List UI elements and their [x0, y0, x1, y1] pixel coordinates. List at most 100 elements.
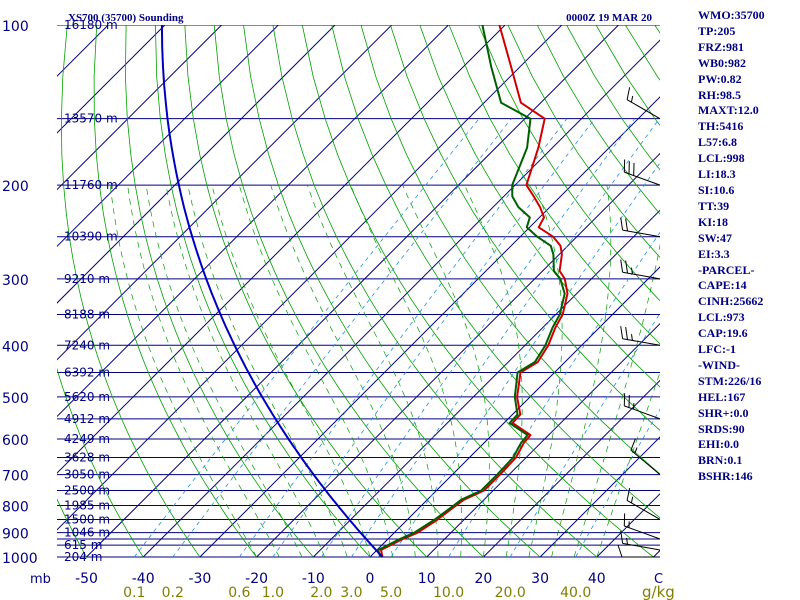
sounding-index-item: SI:10.6 — [698, 182, 735, 197]
moist-adiabat — [127, 185, 280, 558]
sounding-index-item: FRZ:981 — [698, 39, 744, 54]
wind-barb — [623, 159, 661, 186]
pressure-tick-label: 900 — [2, 527, 29, 543]
sounding-index-item: -WIND- — [698, 357, 740, 372]
isotherm — [57, 25, 563, 531]
sounding-index-item: TH:5416 — [698, 119, 744, 134]
moist-adiabat — [596, 371, 660, 558]
temperature-tick-label: -40 — [132, 571, 155, 587]
sounding-index-item: HEL:167 — [698, 389, 746, 404]
moist-adiabat — [238, 185, 394, 558]
sounding-index-item: CAP:19.6 — [698, 326, 748, 341]
isotherm — [539, 436, 660, 558]
height-label: 615 m — [64, 538, 102, 552]
dry-adiabat — [331, 25, 660, 519]
dry-adiabat — [507, 25, 660, 259]
temperature-tick-label: 30 — [531, 571, 549, 587]
sounding-index-item: EHI:0.0 — [698, 437, 740, 452]
isotherm — [142, 39, 660, 558]
chart-date: 0000Z 19 MAR 20 — [566, 12, 652, 24]
pressure-tick-label: 400 — [2, 339, 29, 355]
sounding-index-item: L57:6.8 — [698, 135, 737, 150]
moist-adiabat — [211, 185, 371, 558]
dry-adiabat — [213, 25, 484, 558]
wind-barb — [630, 438, 661, 475]
isotherm — [57, 25, 222, 191]
moist-adiabat — [306, 184, 439, 557]
height-label: 7240 m — [64, 338, 110, 352]
sounding-index-item: TP:205 — [698, 23, 736, 38]
mixing-ratio-tick-label: 0.1 — [123, 585, 145, 600]
dry-adiabat — [272, 25, 598, 558]
isotherm — [426, 322, 660, 558]
height-label: 3050 m — [64, 468, 110, 482]
chart-title: XS700 (35700) Sounding — [68, 12, 184, 24]
dry-adiabat — [360, 25, 660, 475]
height-label: 4912 m — [64, 412, 110, 426]
sounding-index-item: LI:18.3 — [698, 167, 736, 182]
pressure-tick-label: 700 — [2, 469, 29, 485]
grid-lines — [57, 25, 660, 558]
height-label: 204 m — [64, 550, 102, 564]
mixing-ratio-line — [509, 312, 660, 558]
dry-adiabat — [57, 367, 144, 558]
sounding-index-item: CAPE:14 — [698, 278, 747, 293]
sounding-index-item: KI:18 — [698, 214, 728, 229]
temperature-tick-label: 0 — [366, 571, 375, 587]
mixing-ratio-tick-label: 0.6 — [228, 585, 250, 600]
sounding-index-item: SRDS:90 — [698, 421, 745, 436]
height-label: 2500 m — [64, 484, 110, 498]
dry-adiabat — [243, 25, 541, 558]
mixing-ratio-tick-label: 3.0 — [340, 585, 362, 600]
dry-adiabat — [93, 25, 257, 558]
dry-adiabat — [301, 25, 654, 558]
height-label: 4249 m — [64, 432, 110, 446]
sounding-index-item: LCL:973 — [698, 310, 745, 325]
moist-adiabat — [402, 184, 490, 558]
sounding-index-item: PW:0.82 — [698, 71, 742, 86]
dry-adiabat — [184, 25, 427, 558]
isotherm — [57, 25, 393, 361]
pressure-tick-label: 600 — [2, 433, 29, 449]
moist-adiabat — [145, 185, 303, 558]
isotherm — [256, 152, 660, 558]
height-label: 11760 m — [64, 178, 118, 192]
dry-adiabat — [155, 25, 371, 558]
height-label: 6392 m — [64, 366, 110, 380]
moist-adiabat — [270, 184, 416, 558]
height-label: 13570 m — [64, 112, 118, 126]
sounding-index-item: BSHR:146 — [698, 469, 753, 484]
temperature-tick-label: 20 — [474, 571, 492, 587]
sounding-index-item: SHR+:0.0 — [698, 405, 749, 420]
mixing-ratio-tick-label: 5.0 — [380, 585, 402, 600]
wind-barb — [620, 326, 661, 346]
moist-adiabat — [551, 185, 612, 558]
mixing-ratio-tick-label: 20.0 — [495, 585, 526, 600]
height-label: 3628 m — [64, 450, 110, 464]
height-label: 8188 m — [64, 307, 110, 321]
moist-adiabat — [187, 185, 348, 558]
wind-barb — [617, 544, 660, 558]
moist-adiabat — [573, 243, 660, 558]
dry-adiabat — [448, 25, 660, 345]
dry-adiabat — [57, 498, 87, 558]
sounding-index-item: WB0:982 — [698, 55, 746, 70]
height-label: 1500 m — [64, 512, 110, 526]
sounding-index-item: BRN:0.1 — [698, 453, 743, 468]
parcel-path — [160, 25, 384, 558]
sounding-index-item: RH:98.5 — [698, 87, 741, 102]
mixing-ratio-line — [133, 118, 480, 558]
mixing-ratio-line — [172, 118, 512, 558]
sounding-index-item: -PARCEL- — [698, 262, 755, 277]
isotherm — [312, 209, 660, 558]
dry-adiabat — [390, 25, 660, 431]
dry-adiabat — [419, 25, 660, 388]
sounding-index-item: TT:39 — [698, 198, 730, 213]
temperature-tick-label: 10 — [418, 571, 436, 587]
temperature-tick-label: -30 — [188, 571, 211, 587]
mixing-ratio-tick-label: 2.0 — [310, 585, 332, 600]
pressure-tick-label: 200 — [2, 179, 29, 195]
height-label: 1046 m — [64, 526, 110, 540]
wind-barbs — [617, 87, 661, 558]
